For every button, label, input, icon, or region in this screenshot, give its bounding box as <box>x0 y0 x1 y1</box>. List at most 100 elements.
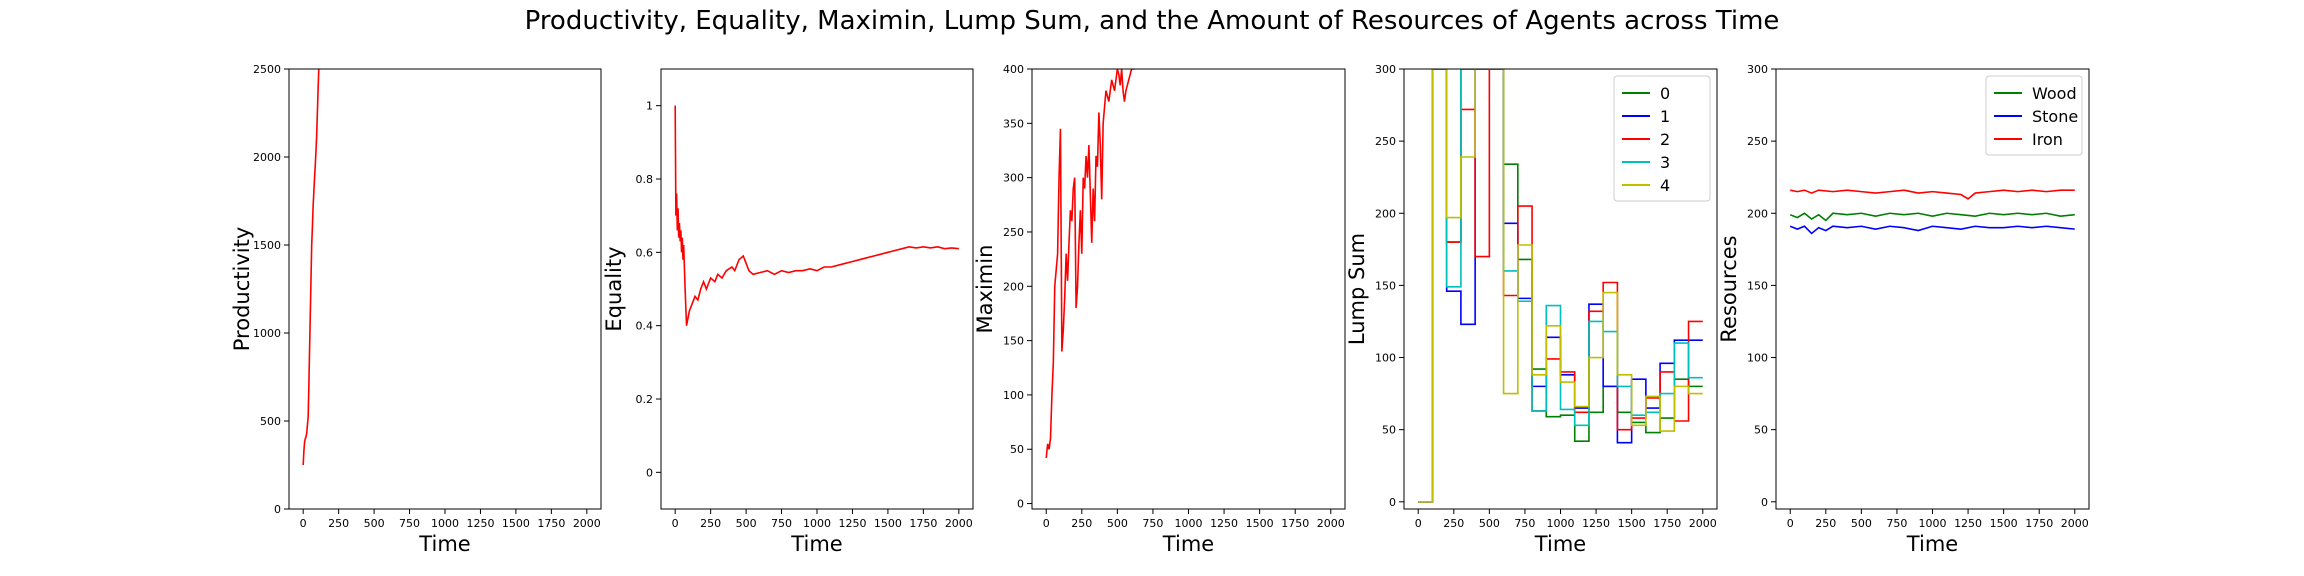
x-tick-label: 1750 <box>1653 517 1681 530</box>
y-tick-label: 250 <box>1003 226 1024 239</box>
axes-frame <box>660 68 974 510</box>
legend-label-1: 1 <box>1660 107 1670 126</box>
x-tick-label: 500 <box>364 517 385 530</box>
x-axis-label: Time <box>418 532 470 556</box>
y-tick-label: 300 <box>1747 63 1768 76</box>
y-tick-label: 300 <box>1375 63 1396 76</box>
x-tick-label: 500 <box>1107 517 1128 530</box>
x-tick-label: 1000 <box>1919 517 1947 530</box>
y-tick-label: 0.8 <box>636 173 654 186</box>
x-tick-label: 1000 <box>803 517 831 530</box>
x-tick-label: 250 <box>328 517 349 530</box>
subplot-4: 0 250 500 750 1000 1250 1500 1750 20000501001502… <box>1345 63 1718 556</box>
y-tick-label: 0 <box>1389 496 1396 509</box>
x-tick-label: 2000 <box>2061 517 2089 530</box>
x-axis-label: Time <box>1534 532 1586 556</box>
legend-label-Iron: Iron <box>2032 130 2063 149</box>
y-tick-label: 200 <box>1747 207 1768 220</box>
y-axis-label: Productivity <box>230 227 254 352</box>
series-line-Iron <box>1790 189 2075 200</box>
y-tick-label: 0 <box>274 503 281 516</box>
y-tick-label: 150 <box>1375 279 1396 292</box>
series-line-1 <box>302 69 320 466</box>
y-tick-label: 150 <box>1003 335 1024 348</box>
series-line-4 <box>1418 69 1703 503</box>
x-tick-label: 1500 <box>1618 517 1646 530</box>
y-tick-label: 0 <box>1761 496 1768 509</box>
y-tick-label: 2500 <box>253 63 281 76</box>
x-tick-label: 1250 <box>1954 517 1982 530</box>
subplot-3: 0 250 500 750 1000 1250 1500 1750 2000 0 50 100 150 2… <box>973 63 1346 556</box>
x-tick-label: 250 <box>1815 517 1836 530</box>
axes-frame <box>288 68 602 510</box>
y-axis-label: Lump Sum <box>1345 233 1369 345</box>
x-tick-label: 1750 <box>537 517 565 530</box>
x-tick-label: 1250 <box>1210 517 1238 530</box>
y-tick-label: 0 <box>1017 498 1024 511</box>
axes-frame <box>1031 68 1346 510</box>
y-tick-label: 250 <box>1375 135 1396 148</box>
legend-label-4: 4 <box>1660 176 1670 195</box>
legend-box <box>1985 75 2083 156</box>
x-tick-label: 1250 <box>1582 517 1610 530</box>
x-tick-label: 0 <box>300 517 307 530</box>
x-tick-label: 0 <box>672 517 679 530</box>
x-tick-label: 0 <box>1787 517 1794 530</box>
y-tick-label: 50 <box>1754 424 1768 437</box>
x-axis-label: Time <box>1906 532 1958 556</box>
x-tick-label: 750 <box>1142 517 1163 530</box>
x-tick-label: 250 <box>1443 517 1464 530</box>
y-tick-label: 50 <box>1382 424 1396 437</box>
y-tick-label: 0 <box>646 466 653 479</box>
x-tick-label: 750 <box>399 517 420 530</box>
series-line-1 <box>1045 69 1135 459</box>
x-tick-label: 750 <box>1886 517 1907 530</box>
subplot-1: 0 250 500 750 1000 1250 1500 1750 2000 0 500 1000 15… <box>230 63 602 556</box>
legend-label-2: 2 <box>1660 130 1670 149</box>
series-line-1 <box>674 105 959 326</box>
x-axis-label: Time <box>790 532 842 556</box>
y-tick-label: 0.4 <box>636 320 654 333</box>
legend-label-Stone: Stone <box>2032 107 2078 126</box>
y-tick-label: 200 <box>1375 207 1396 220</box>
y-tick-label: 250 <box>1747 135 1768 148</box>
x-tick-label: 1000 <box>1547 517 1575 530</box>
x-tick-label: 1500 <box>1246 517 1274 530</box>
legend-label-Wood: Wood <box>2032 84 2077 103</box>
x-tick-label: 2000 <box>1689 517 1717 530</box>
y-axis-label: Maximin <box>973 245 997 334</box>
y-tick-label: 1000 <box>253 327 281 340</box>
y-tick-label: 0.2 <box>636 393 654 406</box>
x-tick-label: 1750 <box>1281 517 1309 530</box>
x-tick-label: 250 <box>700 517 721 530</box>
subplot-5: 0 250 500 750 1000 1250 1500 1750 2000 0 50 100 150 2… <box>1717 63 2090 556</box>
legend-box <box>1613 75 1711 202</box>
x-tick-label: 1500 <box>1990 517 2018 530</box>
legend-label-0: 0 <box>1660 84 1670 103</box>
subplot-2: 0 250 500 750 1000 1250 1500 1750 2000 0 0.2 0.4 0.6… <box>602 68 974 556</box>
x-tick-label: 2000 <box>945 517 973 530</box>
y-axis-label: Resources <box>1717 235 1741 342</box>
legend: Wood Stone Iron <box>1985 75 2083 156</box>
y-tick-label: 100 <box>1003 389 1024 402</box>
x-tick-label: 1000 <box>1175 517 1203 530</box>
x-tick-label: 1250 <box>466 517 494 530</box>
y-tick-label: 350 <box>1003 117 1024 130</box>
y-tick-label: 150 <box>1747 279 1768 292</box>
x-tick-label: 1750 <box>909 517 937 530</box>
y-tick-label: 100 <box>1747 352 1768 365</box>
x-tick-label: 1750 <box>2025 517 2053 530</box>
figure-title: Productivity, Equality, Maximin, Lump Su… <box>524 6 1780 36</box>
y-tick-label: 500 <box>260 415 281 428</box>
y-tick-label: 1500 <box>253 239 281 252</box>
y-tick-label: 50 <box>1010 443 1024 456</box>
x-tick-label: 250 <box>1071 517 1092 530</box>
y-tick-label: 400 <box>1003 63 1024 76</box>
x-tick-label: 1250 <box>838 517 866 530</box>
legend-label-3: 3 <box>1660 153 1670 172</box>
y-tick-label: 1 <box>646 100 653 113</box>
x-tick-label: 500 <box>1479 517 1500 530</box>
series-line-Wood <box>1789 212 2075 222</box>
y-axis-label: Equality <box>602 246 626 331</box>
x-axis-label: Time <box>1162 532 1214 556</box>
